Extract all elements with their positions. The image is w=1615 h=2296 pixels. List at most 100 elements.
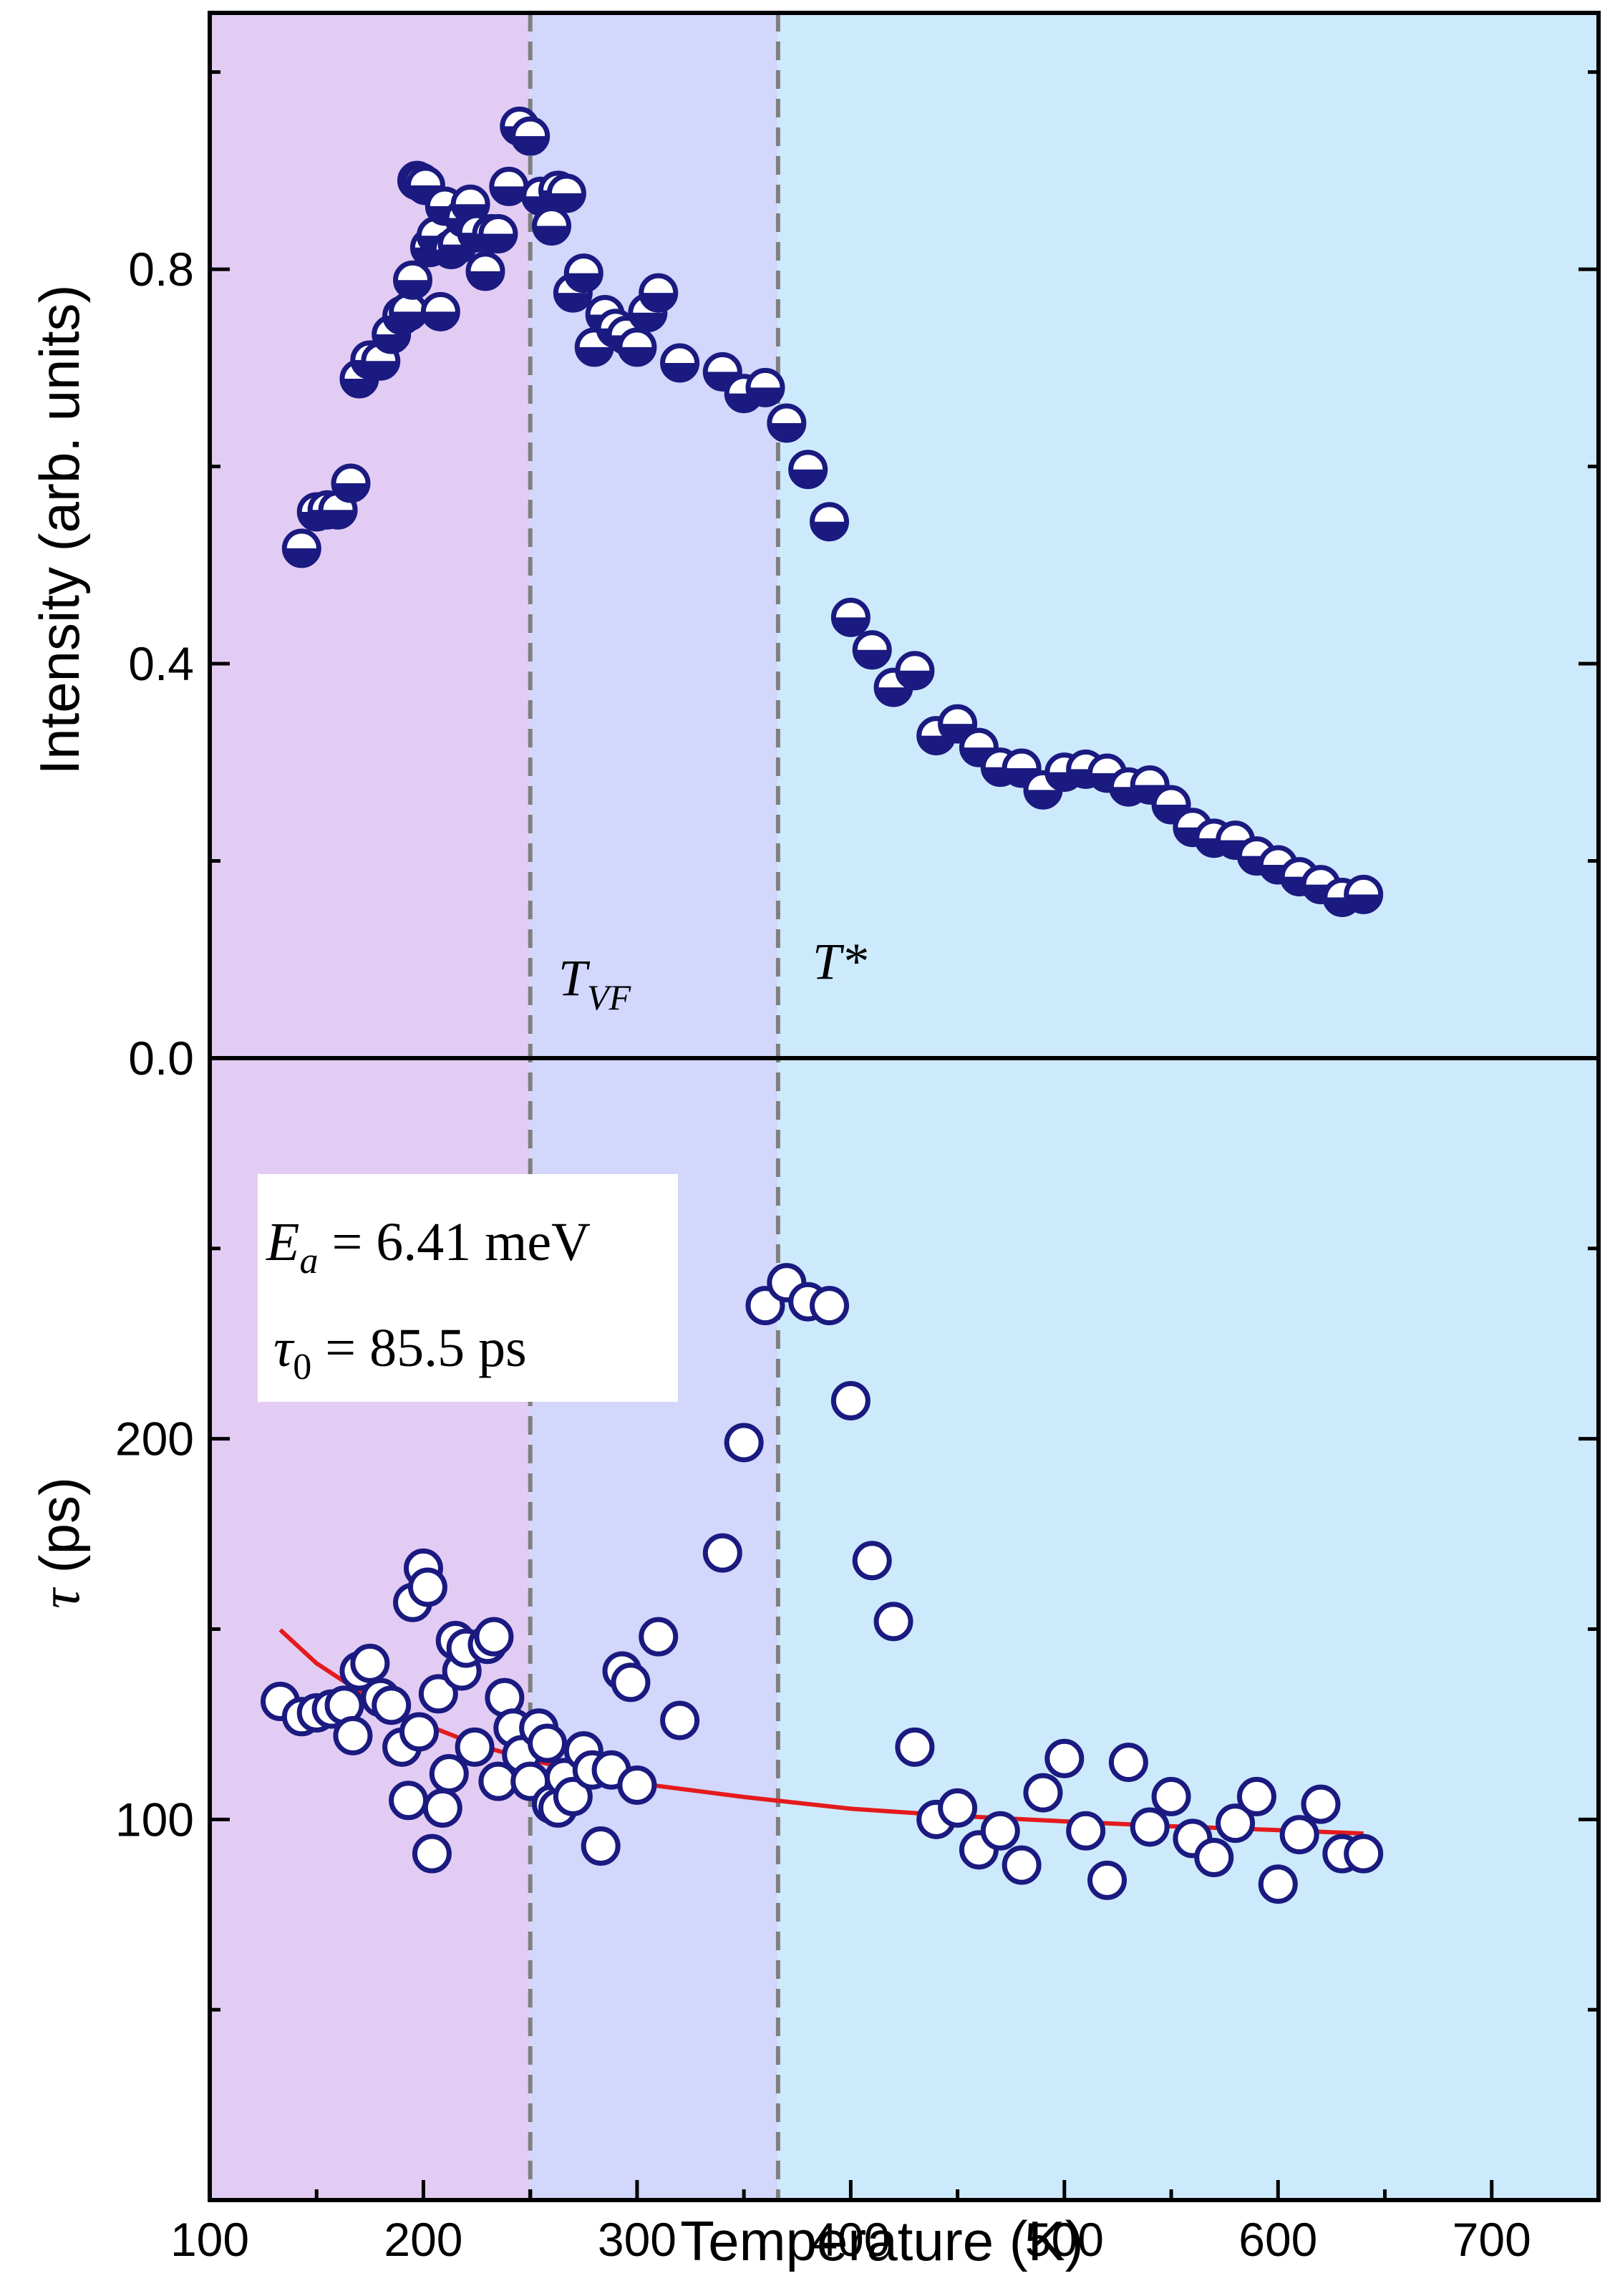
background-region-2	[777, 13, 1599, 1058]
intensity-point	[546, 173, 586, 213]
intensity-point	[788, 450, 828, 490]
tau-point	[418, 1674, 458, 1714]
x-tick-label: 400	[811, 2213, 890, 2266]
tau-point	[455, 1727, 495, 1767]
tau-point	[474, 1617, 514, 1657]
intensity-point	[563, 253, 603, 294]
tau-point	[412, 1834, 452, 1874]
bottom-y-tick-label: 200	[115, 1413, 194, 1466]
intensity-point	[830, 597, 870, 637]
bottom-y-axis-title: τ (ps)	[28, 1477, 91, 1609]
x-axis-title: Temperature (K)	[680, 2209, 1084, 2272]
tau-point	[333, 1715, 373, 1755]
tau-point	[830, 1381, 870, 1420]
intensity-point	[389, 291, 429, 331]
outer-frame	[208, 11, 1601, 2202]
tau-point	[553, 1776, 593, 1816]
tau0-label: τ0 = 85.5 ps	[273, 1318, 527, 1387]
top-y-tick-label: 0.0	[128, 1032, 194, 1085]
intensity-point	[510, 116, 551, 156]
tau-point	[1087, 1860, 1127, 1900]
background-region-2	[777, 1058, 1599, 2200]
tau-point	[1130, 1807, 1170, 1847]
tau-point	[1279, 1815, 1319, 1855]
intensity-point	[1344, 874, 1384, 914]
tau-point	[810, 1286, 850, 1326]
tau-point	[1258, 1864, 1298, 1904]
tau-point	[528, 1723, 568, 1763]
tau-point	[1301, 1784, 1341, 1824]
tau-point	[1344, 1834, 1384, 1874]
intensity-point	[639, 273, 679, 313]
x-tick-label: 300	[598, 2213, 676, 2266]
tau-point	[660, 1700, 700, 1740]
intensity-point	[420, 291, 460, 331]
tau-point	[399, 1712, 439, 1752]
axis-ticks	[208, 70, 1599, 2200]
panel-frames	[208, 11, 1601, 2202]
tau-point	[581, 1826, 621, 1866]
x-tick-label: 700	[1452, 2213, 1531, 2266]
intensity-point	[393, 260, 433, 300]
tau-point	[1044, 1738, 1085, 1778]
tau-point	[852, 1541, 892, 1581]
intensity-point	[660, 343, 700, 383]
top-y-axis-title: Intensity (arb. units)	[28, 285, 91, 775]
x-tick-label: 500	[1025, 2213, 1104, 2266]
tstar-label: T*	[813, 933, 867, 990]
intensity-points	[281, 106, 1384, 917]
tau-point	[1023, 1773, 1063, 1813]
intensity-point	[617, 327, 657, 367]
x-tick-label: 600	[1238, 2213, 1317, 2266]
intensity-point	[318, 490, 358, 530]
fit-parameters-box: Ea = 6.41 meV τ0 = 85.5 ps	[258, 1174, 678, 1402]
top-y-tick-label: 0.4	[128, 637, 194, 690]
tau-point	[389, 1781, 429, 1821]
tau-point	[1216, 1803, 1256, 1844]
fit-parameters-background	[258, 1174, 678, 1402]
tau-point	[422, 1788, 462, 1828]
intensity-point	[767, 403, 807, 443]
tau-point	[702, 1533, 742, 1573]
bottom-y-tick-label: 100	[115, 1793, 194, 1846]
intensity-point	[532, 206, 572, 246]
tau-point	[372, 1685, 412, 1725]
transition-temperature-lines	[528, 13, 780, 2200]
background-region-0	[210, 13, 530, 1058]
tau-point	[407, 1567, 447, 1607]
tau-point	[350, 1643, 390, 1683]
tau-point	[724, 1423, 764, 1463]
tau-point	[1194, 1838, 1234, 1877]
tau-point	[1066, 1811, 1106, 1851]
activation-energy-label: Ea = 6.41 meV	[266, 1212, 591, 1282]
background-region-1	[530, 13, 778, 1058]
intensity-point	[895, 651, 935, 691]
axis-tick-labels: 100 200 300 400 500 600 700 0.0 0.4 0.8 100 200	[115, 243, 1531, 2266]
intensity-point	[331, 463, 371, 503]
tau-point	[938, 1788, 978, 1828]
tau-points	[260, 1263, 1384, 1904]
x-tick-label: 200	[384, 2213, 462, 2266]
tau-point	[1108, 1743, 1148, 1783]
intensity-point	[465, 251, 505, 291]
tau-point	[1236, 1776, 1276, 1816]
top-y-tick-label: 0.8	[128, 243, 194, 296]
tvf-label: TVF	[558, 949, 631, 1017]
intensity-point	[281, 528, 321, 568]
tau-point	[873, 1602, 913, 1642]
tau-point	[429, 1754, 469, 1794]
tau-point	[617, 1765, 657, 1805]
intensity-point	[745, 367, 785, 407]
tau-point	[611, 1662, 651, 1702]
intensity-point	[489, 166, 529, 206]
intensity-point	[810, 502, 850, 542]
intensity-point	[478, 214, 518, 254]
tau-point	[895, 1727, 935, 1767]
tau-point	[639, 1617, 679, 1657]
tau-point	[1002, 1845, 1042, 1885]
intensity-point	[852, 630, 892, 670]
x-tick-label: 100	[170, 2213, 249, 2266]
tau-point	[980, 1811, 1020, 1851]
tau-point	[1151, 1776, 1191, 1816]
